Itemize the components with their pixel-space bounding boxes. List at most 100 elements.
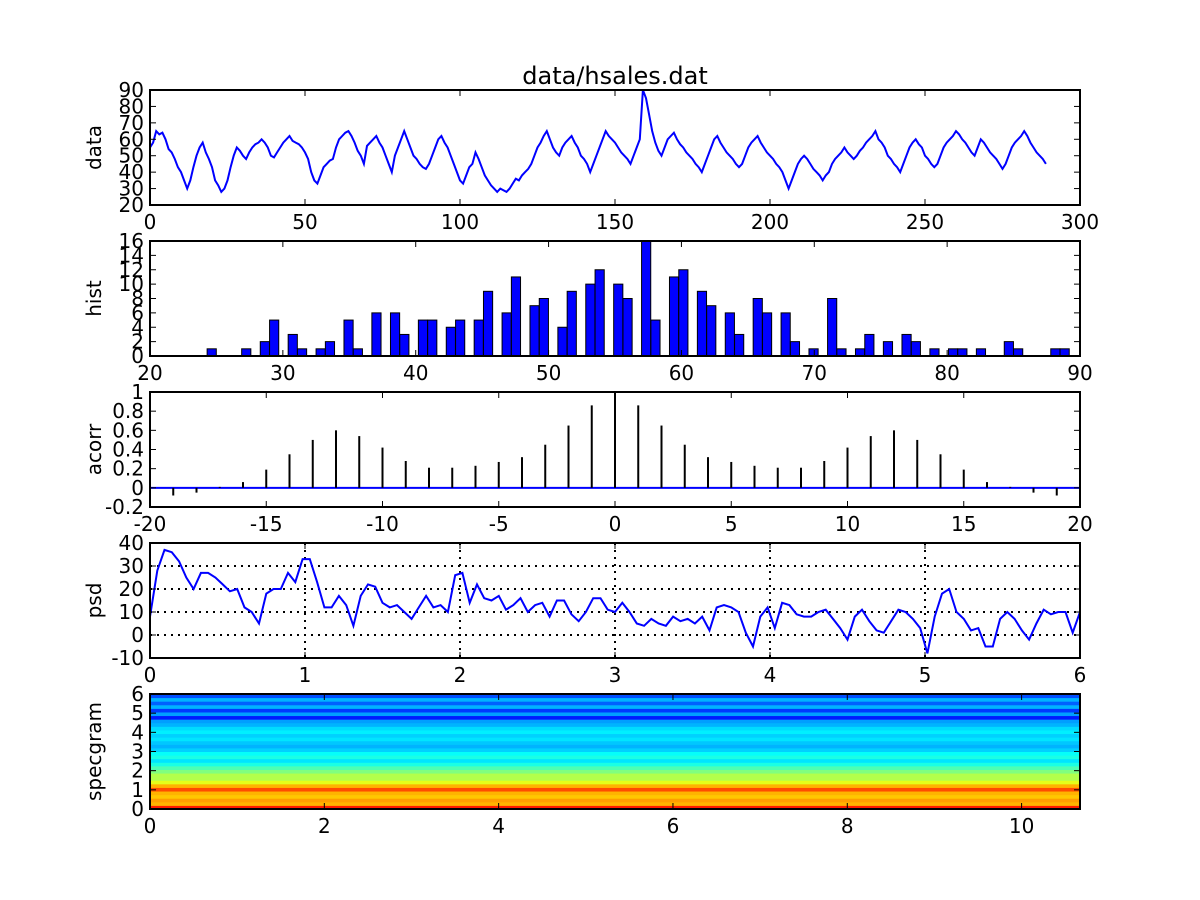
specgram-band [150, 765, 1080, 770]
psd-plot-area [150, 543, 1080, 658]
y-tick-label: 10 [119, 272, 144, 296]
y-tick-label: 0 [131, 623, 144, 647]
x-tick-label: 50 [292, 210, 317, 234]
specgram-band [150, 694, 1080, 699]
y-tick-label: 16 [119, 229, 144, 253]
hist-bar [957, 348, 968, 356]
hist-bar [901, 333, 912, 356]
x-tick-label: 300 [1061, 210, 1099, 234]
specgram-band [150, 737, 1080, 742]
y-tick-label: 6 [131, 301, 144, 325]
hist-bar [343, 319, 354, 356]
y-tick-label: 0.4 [112, 438, 144, 462]
specgram-band [150, 755, 1080, 760]
specgram-band [150, 780, 1080, 785]
x-tick-label: 100 [441, 210, 479, 234]
hist-bar [510, 276, 522, 356]
hist-bar [613, 283, 624, 356]
specgram-band [150, 747, 1080, 752]
axes-group: 0 50 100 150 200 250 3002030405060708090data20… [82, 78, 1099, 838]
y-tick-label: 20 [119, 577, 144, 601]
hist-bar [427, 319, 438, 356]
x-tick-label: 15 [951, 512, 976, 536]
x-tick-label: 70 [802, 361, 827, 385]
hist-bar [1013, 348, 1024, 356]
specgram-band [150, 708, 1080, 713]
x-tick-label: 250 [906, 210, 944, 234]
specgram-band [150, 798, 1080, 803]
hist-bar [668, 276, 680, 356]
hist-bar [678, 269, 689, 356]
y-tick-label: 0.2 [112, 457, 144, 481]
hist-bar [538, 298, 549, 356]
data-frame [149, 89, 1081, 206]
hist-ylabel: hist [82, 280, 106, 317]
x-tick-label: 0 [144, 814, 157, 838]
hist-bar [473, 319, 484, 356]
specgram-band [150, 773, 1080, 778]
specgram-band [150, 719, 1080, 724]
hist-bar [789, 341, 801, 356]
hist-bar [1050, 348, 1061, 356]
x-tick-label: 0 [144, 210, 157, 234]
y-tick-label: 1 [131, 380, 144, 404]
specgram-band [150, 740, 1080, 745]
x-tick-label: 6 [1074, 663, 1087, 687]
hist-bar [445, 326, 456, 356]
hist-bar [1059, 348, 1070, 356]
psd-ylabel: psd [82, 583, 106, 619]
y-tick-label: 2 [131, 759, 144, 783]
y-tick-label: -0.2 [105, 495, 144, 519]
x-tick-label: 0 [609, 512, 622, 536]
hist-bar [780, 312, 791, 356]
y-tick-label: 14 [119, 243, 144, 267]
hist-bar [269, 319, 280, 356]
y-tick-label: 3 [131, 740, 144, 764]
hist-bar [808, 348, 819, 356]
specgram-band [150, 697, 1080, 702]
y-tick-label: 10 [119, 600, 144, 624]
hist-bar [594, 269, 605, 356]
data-series-line [150, 90, 1047, 194]
specgram-band [150, 729, 1080, 735]
x-tick-label: -5 [489, 512, 509, 536]
x-tick-label: 20 [137, 361, 162, 385]
hist-bar [910, 341, 921, 356]
x-tick-label: 50 [536, 361, 561, 385]
hist-bar [417, 319, 429, 356]
x-tick-label: 1 [299, 663, 312, 687]
specgram-band [150, 758, 1080, 763]
y-tick-label: 0 [131, 344, 144, 368]
y-tick-label: 40 [119, 531, 144, 555]
hist-bar [566, 290, 577, 356]
hist-bar [482, 290, 494, 356]
hist-bar [287, 333, 298, 356]
specgram-band [150, 783, 1080, 788]
x-tick-label: 0 [144, 663, 157, 687]
x-tick-label: -15 [250, 512, 283, 536]
hist-bar [371, 312, 382, 356]
acorr-axes: -20 -15 -10 -5 0 5 10 15 20-0.200.20.40.60.81aco… [82, 380, 1093, 536]
specgram-band [150, 715, 1080, 720]
y-tick-label: 6 [131, 682, 144, 706]
psd-series-line [150, 548, 1080, 654]
hist-bar [501, 312, 512, 356]
hist-bar [296, 348, 308, 356]
y-tick-label: -10 [111, 646, 144, 670]
x-tick-label: 90 [1067, 361, 1092, 385]
specgram-band [150, 751, 1080, 756]
y-tick-label: 0 [131, 476, 144, 500]
hist-bar [389, 312, 401, 356]
x-tick-label: 5 [725, 512, 738, 536]
x-tick-label: 4 [492, 814, 505, 838]
x-tick-label: 10 [1009, 814, 1034, 838]
x-tick-label: -10 [366, 512, 399, 536]
hist-bar [241, 348, 252, 356]
acorr-ylabel: acorr [82, 423, 106, 475]
hist-bar [259, 341, 270, 356]
specgram-band [150, 805, 1080, 809]
